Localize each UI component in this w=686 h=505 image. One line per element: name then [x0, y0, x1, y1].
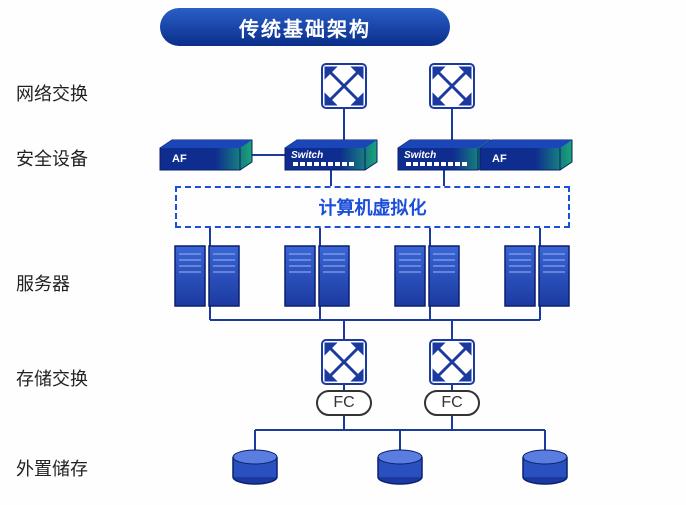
firewall-device-icon	[480, 140, 572, 170]
disk-icon	[233, 450, 277, 484]
server-icon	[175, 246, 239, 306]
architecture-diagram: AF Switch	[0, 0, 686, 505]
server-icon	[395, 246, 459, 306]
network-switch-icon	[322, 64, 366, 108]
storage-switch-icon	[430, 340, 474, 384]
disk-icon	[378, 450, 422, 484]
server-icon	[285, 246, 349, 306]
server-icon	[505, 246, 569, 306]
disk-icon	[523, 450, 567, 484]
storage-switch-icon	[322, 340, 366, 384]
switch-device-icon	[285, 140, 377, 170]
network-switch-icon	[430, 64, 474, 108]
firewall-device-icon	[160, 140, 252, 170]
switch-device-icon	[398, 140, 490, 170]
